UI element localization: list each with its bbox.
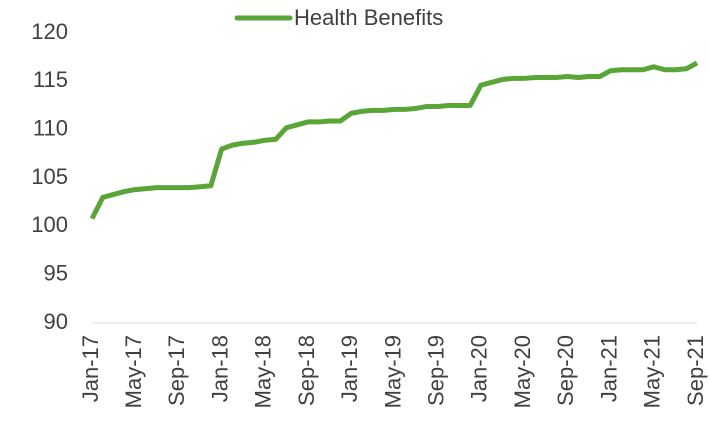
- y-tick-label: 105: [31, 164, 68, 189]
- y-tick-label: 100: [31, 212, 68, 237]
- x-tick-label: Sep-21: [683, 335, 708, 406]
- x-tick-label: Sep-20: [553, 335, 578, 406]
- x-tick-label: Jan-19: [337, 335, 362, 402]
- x-tick-label: Sep-19: [424, 335, 449, 406]
- x-tick-label: Jan-18: [207, 335, 232, 402]
- x-tick-label: May-19: [380, 335, 405, 408]
- x-tick-label: May-20: [510, 335, 535, 408]
- y-tick-label: 115: [33, 67, 68, 92]
- x-tick-label: May-18: [251, 335, 276, 408]
- x-tick-label: May-21: [640, 335, 665, 408]
- y-tick-label: 90: [44, 309, 68, 334]
- y-tick-label: 110: [33, 115, 68, 140]
- x-tick-label: Jan-21: [596, 335, 621, 402]
- x-tick-label: May-17: [121, 335, 146, 408]
- y-tick-label: 120: [31, 19, 68, 44]
- x-tick-label: Jan-17: [78, 335, 103, 402]
- line-series: [89, 60, 699, 220]
- legend-label: Health Benefits: [294, 5, 443, 30]
- x-tick-label: Sep-17: [164, 335, 189, 406]
- x-tick-label: Sep-18: [294, 335, 319, 406]
- x-tick-label: Jan-20: [467, 335, 492, 402]
- y-tick-label: 95: [44, 260, 68, 285]
